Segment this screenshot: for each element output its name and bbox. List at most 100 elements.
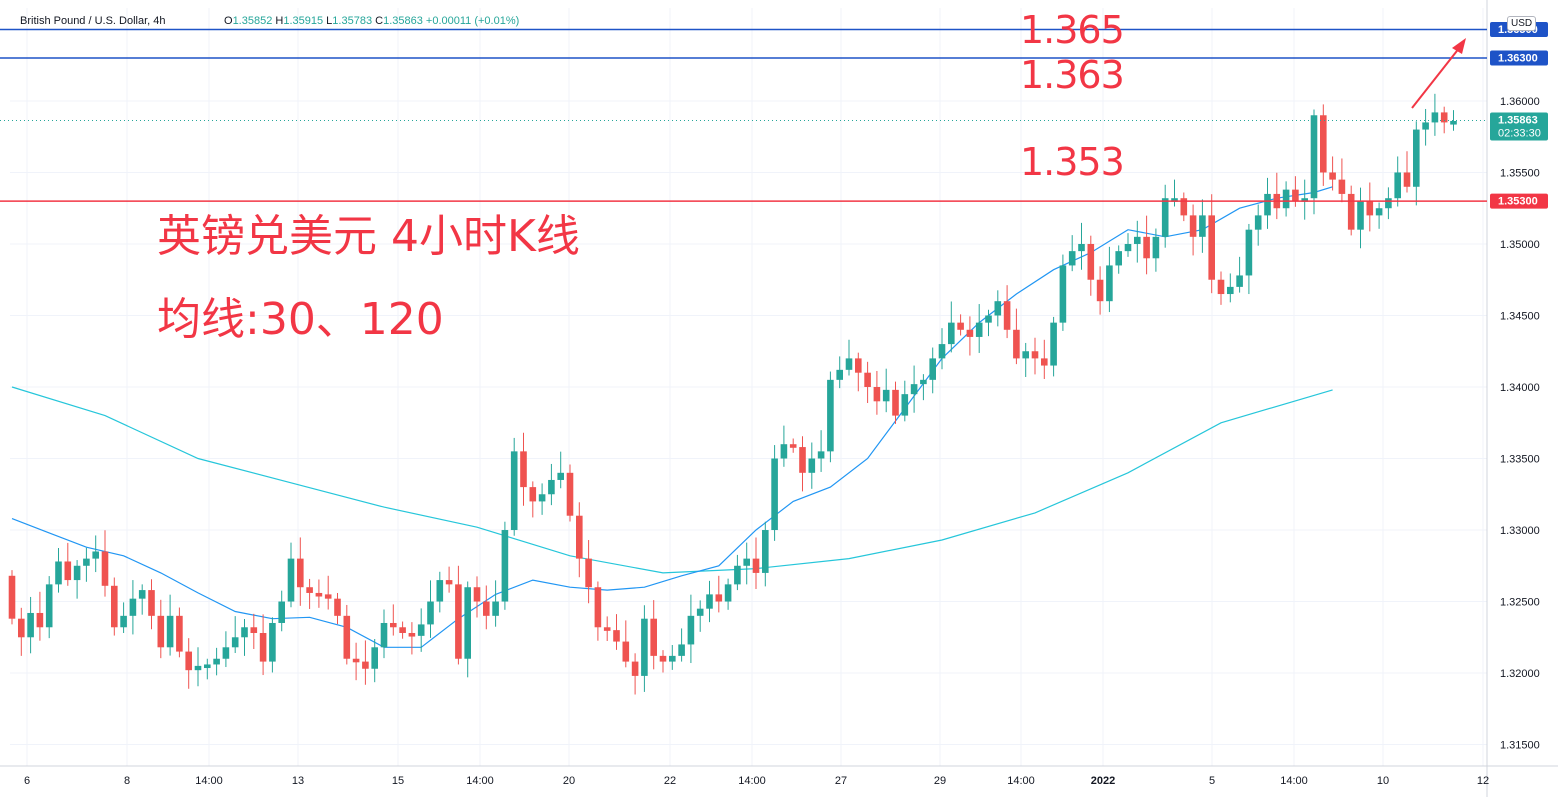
candle[interactable] — [1385, 187, 1392, 220]
candle[interactable] — [799, 436, 806, 492]
candle[interactable] — [1431, 93, 1439, 136]
candle[interactable] — [1171, 179, 1178, 207]
candle[interactable] — [817, 430, 825, 472]
candle[interactable] — [1134, 220, 1141, 263]
candle[interactable] — [1254, 204, 1262, 246]
candle[interactable] — [204, 658, 211, 680]
candle[interactable] — [1143, 215, 1150, 275]
candle[interactable] — [529, 481, 537, 518]
candle[interactable] — [594, 581, 602, 641]
candle[interactable] — [1180, 192, 1188, 222]
candle[interactable] — [390, 604, 397, 636]
candle[interactable] — [129, 580, 137, 635]
candle[interactable] — [1096, 266, 1104, 315]
candle[interactable] — [780, 425, 788, 467]
candle[interactable] — [836, 356, 843, 389]
candle[interactable] — [120, 602, 127, 633]
candle[interactable] — [324, 575, 332, 610]
candle[interactable] — [706, 580, 713, 623]
candle[interactable] — [650, 600, 657, 670]
candle[interactable] — [138, 584, 146, 615]
time-axis[interactable]: 6 8 14:00 13 15 14:00 20 22 14:00 27 29 14:00 2022 5 1… — [24, 775, 1489, 787]
candle[interactable] — [83, 547, 90, 582]
candle[interactable] — [176, 607, 183, 658]
candle[interactable] — [603, 616, 611, 642]
candle[interactable] — [250, 613, 258, 650]
candle[interactable] — [882, 368, 890, 413]
horizontal-lines[interactable] — [0, 28, 1487, 202]
candle[interactable] — [1357, 187, 1364, 249]
candle[interactable] — [1245, 223, 1253, 295]
candle[interactable] — [306, 578, 313, 609]
currency-label[interactable]: USD — [1507, 16, 1537, 31]
candle[interactable] — [1022, 342, 1029, 377]
candle[interactable] — [957, 314, 964, 336]
candle[interactable] — [371, 638, 378, 683]
candle[interactable] — [1087, 235, 1095, 296]
candle[interactable] — [1124, 233, 1132, 257]
candle[interactable] — [1050, 316, 1057, 377]
candle[interactable] — [985, 309, 992, 337]
candle[interactable] — [1413, 121, 1420, 206]
candle[interactable] — [966, 316, 974, 356]
candle[interactable] — [36, 591, 44, 641]
candle[interactable] — [231, 616, 239, 654]
candle[interactable] — [399, 621, 406, 639]
candle[interactable] — [622, 620, 630, 668]
candle[interactable] — [994, 290, 1002, 327]
candle[interactable] — [148, 579, 155, 630]
candle[interactable] — [752, 537, 760, 589]
candle[interactable] — [1440, 106, 1448, 134]
candle[interactable] — [576, 502, 583, 578]
candle[interactable] — [483, 585, 490, 630]
candle[interactable] — [734, 554, 741, 591]
candle[interactable] — [1041, 339, 1048, 379]
candle[interactable] — [1115, 245, 1122, 274]
candle[interactable] — [762, 521, 769, 587]
candle[interactable] — [1227, 273, 1234, 303]
candle[interactable] — [194, 647, 202, 687]
candle[interactable] — [1003, 285, 1011, 339]
candle[interactable] — [641, 605, 648, 692]
candle[interactable] — [678, 628, 685, 662]
candle[interactable] — [873, 370, 881, 415]
candle[interactable] — [631, 653, 639, 695]
candle[interactable] — [1189, 204, 1197, 256]
candle[interactable] — [715, 575, 723, 613]
candle[interactable] — [771, 445, 778, 541]
candle[interactable] — [259, 614, 267, 676]
candle[interactable] — [8, 570, 16, 625]
candle[interactable] — [1422, 108, 1429, 146]
candle[interactable] — [343, 604, 351, 665]
candle[interactable] — [892, 381, 899, 424]
candle[interactable] — [901, 380, 909, 422]
candle[interactable] — [101, 530, 109, 597]
candle[interactable] — [1217, 271, 1225, 305]
candle[interactable] — [455, 565, 462, 665]
candle[interactable] — [501, 521, 509, 610]
candle[interactable] — [417, 608, 425, 652]
candle[interactable] — [948, 301, 955, 353]
candle[interactable] — [287, 542, 295, 608]
candle[interactable] — [473, 576, 481, 618]
candles-group[interactable] — [8, 93, 1457, 695]
candle[interactable] — [269, 617, 276, 673]
candle[interactable] — [1375, 202, 1383, 229]
candle[interactable] — [1208, 194, 1215, 294]
candle[interactable] — [464, 581, 471, 678]
candle[interactable] — [855, 352, 862, 392]
candle[interactable] — [1199, 199, 1206, 253]
candle[interactable] — [1347, 185, 1355, 236]
candle[interactable] — [213, 647, 220, 676]
candle[interactable] — [696, 600, 704, 632]
candle[interactable] — [1329, 156, 1336, 191]
candle[interactable] — [166, 594, 174, 656]
candle[interactable] — [538, 483, 546, 515]
candle[interactable] — [1338, 158, 1346, 203]
candle[interactable] — [1394, 156, 1401, 207]
candle[interactable] — [408, 622, 416, 655]
candle[interactable] — [55, 548, 62, 593]
candle[interactable] — [548, 463, 555, 506]
candle[interactable] — [1152, 228, 1160, 272]
candle[interactable] — [1264, 177, 1271, 229]
